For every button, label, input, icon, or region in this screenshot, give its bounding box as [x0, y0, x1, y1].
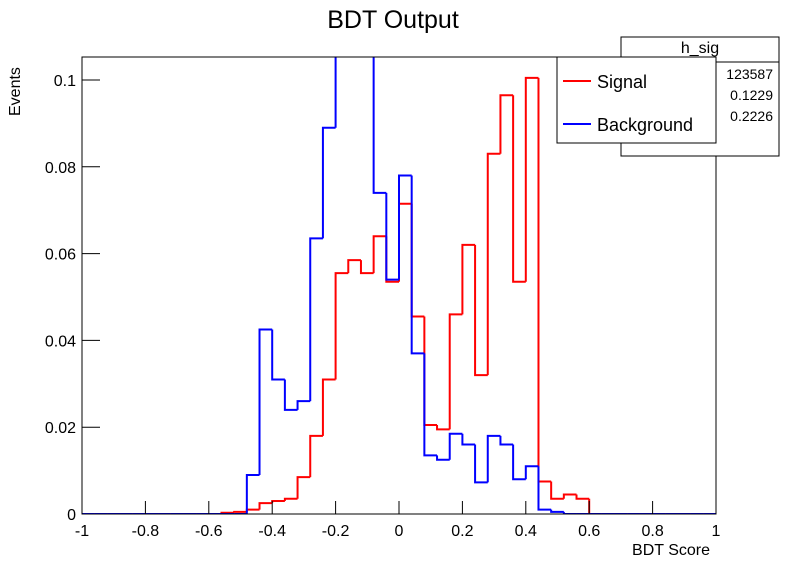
histogram-bin — [486, 434, 501, 483]
histogram-bin — [410, 175, 425, 355]
histogram-bin — [562, 493, 577, 499]
stats-value: 0.1229 — [730, 87, 773, 103]
histogram-bin — [271, 329, 285, 381]
histogram-bin — [385, 236, 399, 283]
legend-label: Background — [597, 115, 693, 135]
histogram-bin — [512, 95, 526, 283]
histogram-bin — [423, 316, 438, 427]
histogram-bin — [537, 466, 552, 511]
histogram-bin — [321, 378, 336, 436]
histogram-bin — [296, 400, 311, 410]
x-tick-label: 0 — [395, 523, 404, 540]
histogram-bin — [271, 499, 285, 504]
histogram-bin — [562, 511, 577, 514]
histogram-bin — [245, 508, 260, 512]
histogram-bin — [309, 434, 323, 478]
histogram-bin — [296, 476, 311, 499]
histogram-bin — [321, 126, 336, 239]
histogram-bin — [334, 57, 337, 128]
histogram-bin — [233, 510, 247, 513]
x-tick-label: -0.8 — [132, 523, 160, 540]
histogram-bin — [436, 455, 450, 461]
histogram-bin — [448, 432, 463, 460]
x-axis-label: BDT Score — [632, 542, 710, 559]
plot-area — [82, 57, 716, 514]
x-tick-label: -1 — [75, 523, 89, 540]
histogram-bin — [258, 502, 273, 510]
y-tick-label: 0.06 — [45, 247, 76, 264]
histogram-bin — [474, 444, 488, 484]
histogram-bin — [410, 203, 425, 318]
histogram-bin — [347, 259, 361, 274]
histogram-bin — [436, 425, 450, 431]
histogram-bin — [334, 272, 349, 380]
y-axis-label: Events — [7, 67, 24, 116]
histogram-bin — [359, 260, 374, 275]
y-tick-label: 0.08 — [45, 160, 76, 177]
histogram-bin — [398, 174, 412, 280]
histogram-bin — [575, 494, 590, 500]
histogram-bin — [245, 473, 260, 514]
y-tick-label: 0 — [67, 507, 76, 524]
x-tick-label: -0.6 — [195, 523, 223, 540]
chart-title: BDT Output — [327, 6, 459, 34]
y-tick-label: 0.1 — [54, 73, 76, 90]
x-tick-label: 0.8 — [641, 523, 663, 540]
y-tick-label: 0.02 — [45, 420, 76, 437]
histogram-bin — [258, 328, 273, 475]
x-tick-label: -0.4 — [258, 523, 286, 540]
x-tick-label: -0.2 — [322, 523, 350, 540]
histogram-bin — [499, 94, 514, 154]
y-tick-label: 0.04 — [45, 333, 76, 350]
stats-value: 0.2226 — [730, 108, 773, 124]
histogram-bin — [423, 353, 438, 457]
histogram-bin — [550, 481, 564, 500]
legend: Signal Background — [556, 56, 717, 144]
histogram-bin — [550, 509, 564, 513]
histogram-bin — [448, 313, 463, 430]
histogram-bin — [537, 77, 552, 483]
histogram-bin — [372, 57, 387, 194]
histogram-bin — [283, 379, 298, 411]
histogram-bin — [461, 433, 476, 446]
histogram-bin — [486, 152, 501, 376]
stats-value: 123587 — [726, 66, 773, 82]
histogram-bin — [309, 237, 323, 402]
histogram-bin — [499, 435, 514, 446]
histogram-bin — [588, 498, 602, 514]
histogram-bin — [283, 497, 298, 501]
legend-label: Signal — [597, 72, 647, 92]
histogram-bin — [461, 243, 476, 315]
x-tick-label: 0.4 — [515, 523, 537, 540]
histogram-bin — [524, 76, 539, 282]
histogram-bin — [474, 244, 488, 377]
histogram-bin — [385, 192, 399, 281]
histogram-bin — [398, 202, 412, 282]
x-tick-label: 0.2 — [451, 523, 473, 540]
histogram-bin — [372, 235, 387, 274]
histogram-bin — [512, 444, 526, 481]
stats-title: h_sig — [681, 40, 719, 57]
x-tick-label: 1 — [712, 523, 721, 540]
histogram-bin — [524, 465, 539, 480]
x-tick-label: 0.6 — [578, 523, 600, 540]
